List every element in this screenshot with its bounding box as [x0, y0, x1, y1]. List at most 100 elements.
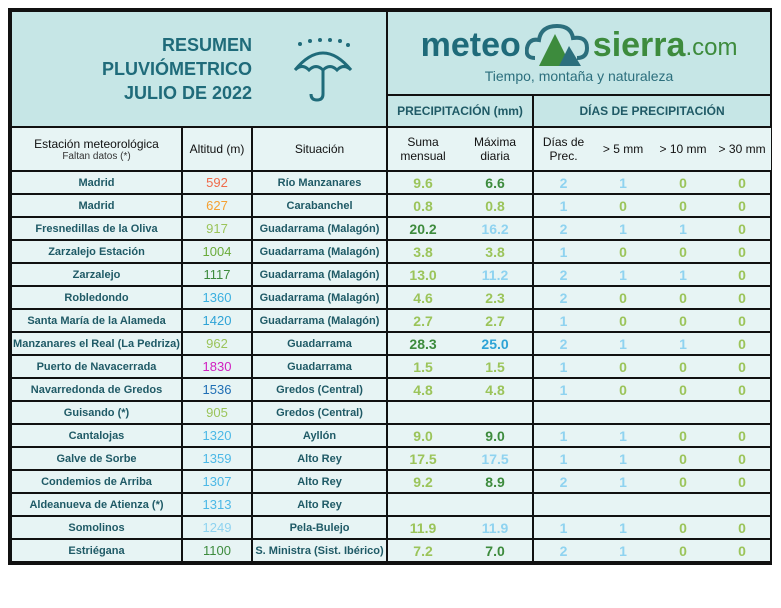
- col-days-l2: Prec.: [549, 149, 578, 163]
- gt5-cell: 1: [593, 262, 654, 287]
- sum-cell: 4.8: [386, 377, 459, 402]
- gt30-cell: [713, 400, 772, 425]
- col-max-l2: diaria: [480, 149, 510, 163]
- max-cell: 3.8: [458, 239, 535, 264]
- gt5-cell: 1: [593, 515, 654, 540]
- situation-cell: Guadarrama: [250, 354, 389, 379]
- altitude-cell: 1004: [181, 239, 253, 264]
- situation-cell: Gredos (Central): [250, 377, 389, 402]
- situation-cell: Alto Rey: [250, 469, 389, 494]
- station-cell: Condemios de Arriba: [10, 469, 183, 494]
- situation-cell: Ayllón: [250, 423, 389, 448]
- situation-cell: Alto Rey: [250, 446, 389, 471]
- title-line-3: JULIO DE 2022: [123, 83, 253, 103]
- max-cell: 16.2: [458, 216, 535, 241]
- gt5-cell: 1: [593, 170, 654, 195]
- title-line-2: PLUVIÓMETRICO: [102, 59, 253, 79]
- sum-cell: [386, 400, 459, 425]
- gt5-cell: 1: [593, 538, 654, 563]
- gt10-cell: 0: [653, 538, 714, 563]
- gt30-cell: 0: [713, 423, 772, 448]
- gt10-cell: 0: [653, 515, 714, 540]
- situation-cell: S. Ministra (Sist. Ibérico): [250, 538, 389, 563]
- col-sum: Suma mensual: [386, 126, 459, 172]
- sum-cell: 9.0: [386, 423, 459, 448]
- title-line-1: RESUMEN: [162, 35, 253, 55]
- col-altitude: Altitud (m): [181, 126, 253, 172]
- days-cell: 1: [533, 193, 594, 218]
- table-row: Condemios de Arriba 1307 Alto Rey 9.2 8.9 2 1 0…: [10, 469, 772, 494]
- sum-cell: 0.8: [386, 193, 459, 218]
- gt30-cell: [713, 492, 772, 517]
- max-cell: 1.5: [458, 354, 535, 379]
- umbrella-rain-icon: [293, 38, 353, 102]
- station-cell: Zarzalejo: [10, 262, 183, 287]
- days-cell: 2: [533, 216, 594, 241]
- station-cell: Robledondo: [10, 285, 183, 310]
- gt10-cell: 0: [653, 308, 714, 333]
- rainfall-summary-table: RESUMEN PLUVIÓMETRICO JULIO DE 2022 mete…: [8, 8, 773, 565]
- altitude-cell: 1420: [181, 308, 253, 333]
- situation-cell: Alto Rey: [250, 492, 389, 517]
- gt30-cell: 0: [713, 377, 772, 402]
- col-days-l1: Días de: [542, 135, 585, 149]
- sum-cell: 17.5: [386, 446, 459, 471]
- logo-block: meteo sierra .com Tiempo, montaña y natu…: [386, 10, 773, 96]
- days-cell: 1: [533, 377, 594, 402]
- col-max-l1: Máxima: [474, 135, 517, 149]
- altitude-cell: 1307: [181, 469, 253, 494]
- station-cell: Santa María de la Alameda: [10, 308, 183, 333]
- gt30-cell: 0: [713, 354, 772, 379]
- max-cell: 25.0: [458, 331, 535, 356]
- days-cell: 1: [533, 446, 594, 471]
- gt10-cell: 0: [653, 469, 714, 494]
- altitude-cell: 1536: [181, 377, 253, 402]
- station-cell: Guisando (*): [10, 400, 183, 425]
- sum-cell: 1.5: [386, 354, 459, 379]
- col-sum-l1: Suma: [407, 135, 439, 149]
- gt30-cell: 0: [713, 515, 772, 540]
- logo-suffix: .com: [685, 34, 738, 61]
- table-row: Manzanares el Real (La Pedriza) 962 Guadar…: [10, 331, 772, 356]
- days-cell: 2: [533, 469, 594, 494]
- gt30-cell: 0: [713, 239, 772, 264]
- station-cell: Cantalojas: [10, 423, 183, 448]
- situation-cell: Guadarrama (Malagón): [250, 239, 389, 264]
- col-sum-l2: mensual: [400, 149, 446, 163]
- gt5-cell: 0: [593, 377, 654, 402]
- gt10-cell: 0: [653, 170, 714, 195]
- altitude-cell: 627: [181, 193, 253, 218]
- days-cell: 1: [533, 354, 594, 379]
- gt5-cell: [593, 492, 654, 517]
- station-cell: Navarredonda de Gredos: [10, 377, 183, 402]
- max-cell: 9.0: [458, 423, 535, 448]
- station-cell: Puerto de Navacerrada: [10, 354, 183, 379]
- col-max: Máxima diaria: [458, 126, 535, 172]
- altitude-cell: 1360: [181, 285, 253, 310]
- gt10-cell: 0: [653, 285, 714, 310]
- situation-cell: Pela-Bulejo: [250, 515, 389, 540]
- situation-cell: Guadarrama (Malagón): [250, 285, 389, 310]
- table-row: Puerto de Navacerrada 1830 Guadarrama 1.5 1.…: [10, 354, 772, 379]
- sum-cell: 9.2: [386, 469, 459, 494]
- max-cell: 11.9: [458, 515, 535, 540]
- station-cell: Somolinos: [10, 515, 183, 540]
- max-cell: [458, 400, 535, 425]
- gt5-cell: 0: [593, 239, 654, 264]
- max-cell: 2.3: [458, 285, 535, 310]
- days-cell: [533, 492, 594, 517]
- tagline: Tiempo, montaña y naturaleza: [484, 68, 674, 84]
- title-block: RESUMEN PLUVIÓMETRICO JULIO DE 2022: [9, 10, 389, 128]
- altitude-cell: 592: [181, 170, 253, 195]
- logo-sierra: sierra: [592, 25, 686, 64]
- col-station-label: Estación meteorológica: [34, 136, 159, 151]
- altitude-cell: 1100: [181, 538, 253, 563]
- sum-cell: 2.7: [386, 308, 459, 333]
- situation-cell: Guadarrama (Malagón): [250, 308, 389, 333]
- gt30-cell: 0: [713, 538, 772, 563]
- gt30-cell: 0: [713, 331, 772, 356]
- table-row: Estriégana 1100 S. Ministra (Sist. Ibérico…: [10, 538, 772, 563]
- table-row: Fresnedillas de la Oliva 917 Guadarrama (M…: [10, 216, 772, 241]
- max-cell: 2.7: [458, 308, 535, 333]
- days-cell: [533, 400, 594, 425]
